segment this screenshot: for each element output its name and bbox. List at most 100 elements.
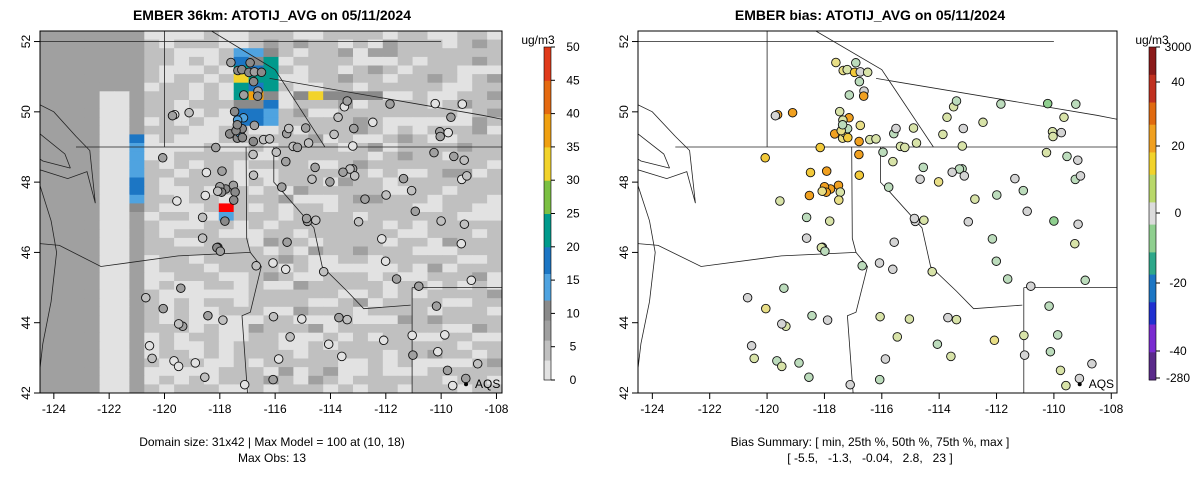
heatmap-cell (472, 177, 488, 187)
heatmap-cell (487, 220, 502, 230)
station-point (466, 275, 477, 286)
heatmap-cell (338, 220, 354, 230)
heatmap-cell (293, 212, 309, 222)
heatmap-cell (367, 82, 384, 92)
station-point (770, 110, 781, 121)
station-point (938, 129, 948, 140)
station-point (472, 359, 483, 369)
heatmap-cell (382, 39, 399, 49)
heatmap-cell (159, 186, 175, 196)
heatmap-cell (472, 203, 488, 213)
heatmap-cell (472, 237, 488, 247)
station-point (1055, 365, 1066, 376)
heatmap-cell (278, 384, 294, 393)
heatmap-cell (412, 220, 428, 230)
colorbar-tick-label: 40 (566, 107, 580, 121)
heatmap-cell (353, 255, 369, 265)
heatmap-cell (233, 306, 250, 316)
colorbar-tick-label: 30 (566, 173, 580, 187)
heatmap-cell (338, 117, 354, 127)
heatmap-cell (99, 349, 115, 359)
heatmap-cell (99, 39, 115, 49)
heatmap-cell (457, 358, 473, 368)
heatmap-cell (84, 367, 101, 377)
heatmap-cell (144, 82, 160, 92)
right-footer-line-1: Bias Summary: [ min, 25th %, 50th %, 75t… (731, 435, 1010, 449)
station-point (1041, 147, 1052, 158)
heatmap-cell (338, 143, 354, 153)
heatmap-cell (353, 349, 369, 359)
heatmap-cell (144, 100, 160, 110)
heatmap-cell (367, 48, 384, 58)
heatmap-cell (40, 108, 56, 118)
heatmap-cell (144, 272, 160, 282)
heatmap-cell (323, 151, 339, 161)
heatmap-cell (278, 108, 294, 118)
heatmap-cell (323, 91, 339, 101)
station-point (1045, 346, 1056, 357)
heatmap-cell (40, 151, 56, 161)
station-point (817, 186, 827, 196)
heatmap-cell (248, 160, 264, 170)
heatmap-cell (99, 151, 115, 161)
heatmap-cell (353, 358, 369, 368)
heatmap-cell (144, 65, 160, 75)
heatmap-cell (323, 324, 339, 334)
colorbar-tick-label: 0 (570, 373, 577, 387)
heatmap-cell (472, 65, 488, 75)
heatmap-cell (382, 74, 399, 84)
heatmap-cell (99, 134, 115, 144)
heatmap-cell (218, 160, 235, 170)
heatmap-cell (129, 168, 145, 178)
heatmap-cell (40, 384, 56, 393)
x-tick-label: -110 (1042, 402, 1065, 416)
station-point (429, 147, 439, 158)
heatmap-cell (114, 82, 130, 92)
heatmap-cell (203, 324, 220, 334)
heatmap-cell (144, 125, 160, 135)
heatmap-cell (412, 151, 428, 161)
station-point (158, 303, 168, 314)
heatmap-cell (84, 143, 101, 153)
heatmap-cell (203, 91, 220, 101)
heatmap-cell (203, 160, 220, 170)
station-point (919, 215, 929, 225)
heatmap-cell (293, 306, 309, 316)
colorbar-segment (1149, 191, 1156, 198)
heatmap-cell (487, 125, 502, 135)
heatmap-cell (457, 306, 473, 316)
heatmap-cell (412, 306, 428, 316)
heatmap-cell (144, 117, 160, 127)
heatmap-cell (114, 212, 130, 222)
heatmap-cell (412, 143, 428, 153)
heatmap-cell (353, 315, 369, 325)
station-point (777, 361, 787, 372)
heatmap-cell (84, 315, 101, 325)
station-point (1075, 171, 1086, 181)
heatmap-cell (338, 298, 354, 308)
station-point (843, 132, 853, 143)
heatmap-cell (218, 48, 235, 58)
heatmap-cell (203, 100, 220, 110)
heatmap-cell (114, 237, 130, 247)
heatmap-cell (457, 367, 473, 377)
station-point (854, 170, 865, 180)
heatmap-cell (397, 48, 414, 58)
heatmap-cell (353, 384, 369, 393)
heatmap-cell (472, 91, 488, 101)
heatmap-cell (159, 56, 175, 66)
coastline (638, 104, 696, 372)
heatmap-cell (218, 229, 235, 239)
heatmap-cell (382, 82, 399, 92)
station-point (338, 167, 348, 177)
station-point (443, 127, 453, 138)
heatmap-cell (144, 151, 160, 161)
heatmap-cell (69, 100, 86, 110)
heatmap-cell (293, 65, 309, 75)
colorbar-segment (544, 353, 551, 361)
colorbar-segment (544, 240, 551, 248)
heatmap-cell (472, 125, 488, 135)
heatmap-cell (308, 367, 324, 377)
heatmap-cell (54, 125, 71, 135)
heatmap-cell (233, 74, 250, 84)
